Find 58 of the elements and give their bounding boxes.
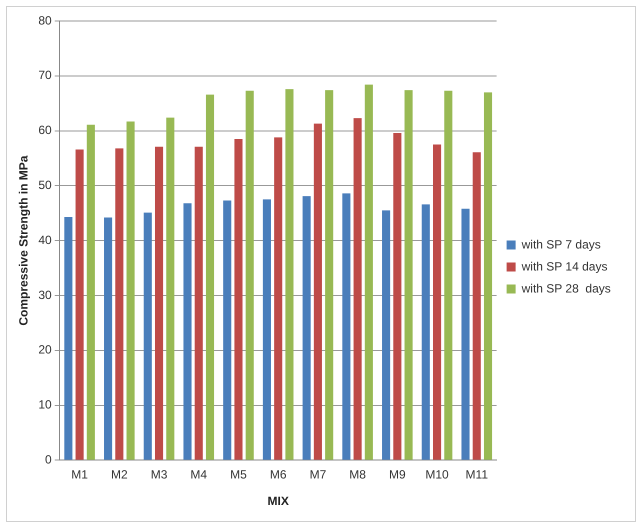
x-tick-label: M8 (349, 468, 366, 482)
bar (432, 144, 442, 460)
legend-label: with SP 7 days (520, 237, 601, 252)
y-tick-label: 70 (38, 68, 52, 82)
bar (404, 90, 413, 460)
bar (86, 124, 95, 460)
bar (64, 216, 72, 460)
x-tick-label: M3 (150, 468, 168, 482)
y-tick-label: 30 (38, 288, 52, 302)
bar (354, 118, 362, 460)
bar (484, 92, 492, 460)
x-tick-label: M1 (71, 468, 88, 482)
bar (223, 200, 232, 460)
bar (115, 148, 124, 460)
bar (472, 152, 481, 460)
x-tick-label: M5 (230, 468, 248, 482)
bar (342, 193, 350, 460)
bar (183, 203, 192, 460)
bar (104, 218, 112, 460)
y-tick-label: 80 (38, 13, 52, 28)
x-tick-label: M2 (110, 468, 128, 482)
bar (262, 199, 271, 460)
bar (382, 210, 390, 460)
bar (76, 149, 84, 460)
x-tick-label: M7 (310, 468, 327, 482)
bar (422, 204, 430, 460)
x-tick-label: M9 (388, 468, 406, 482)
bar (126, 121, 135, 460)
bar (274, 137, 282, 460)
bar (364, 84, 373, 460)
bar (461, 208, 470, 460)
y-tick-label: 40 (38, 232, 52, 247)
x-tick-label: M6 (270, 468, 287, 482)
x-tick-label: M4 (190, 468, 208, 482)
x-tick-label: M11 (466, 468, 488, 482)
bar (234, 139, 243, 460)
y-tick-label: 50 (38, 178, 52, 192)
bar (393, 132, 402, 460)
bar (302, 196, 311, 460)
y-tick-label: 20 (38, 342, 52, 357)
bar (194, 146, 203, 460)
y-tick-label: 0 (45, 452, 52, 467)
bar (246, 90, 254, 460)
bar (144, 212, 152, 460)
legend-label: with SP 28 days (520, 281, 611, 296)
bar (285, 89, 294, 460)
x-axis-title: MIX (268, 494, 289, 508)
bar (444, 90, 452, 460)
bar (325, 90, 334, 460)
x-tick-label: M10 (425, 468, 450, 482)
y-tick-label: 10 (38, 398, 52, 412)
bar (206, 94, 214, 460)
bar (166, 118, 174, 460)
legend-label: with SP 14 days (520, 259, 608, 274)
y-axis-title: Compressive Strength in MPa (16, 155, 31, 326)
y-tick-label: 60 (38, 123, 52, 138)
bar (314, 124, 322, 460)
bar (154, 146, 164, 460)
